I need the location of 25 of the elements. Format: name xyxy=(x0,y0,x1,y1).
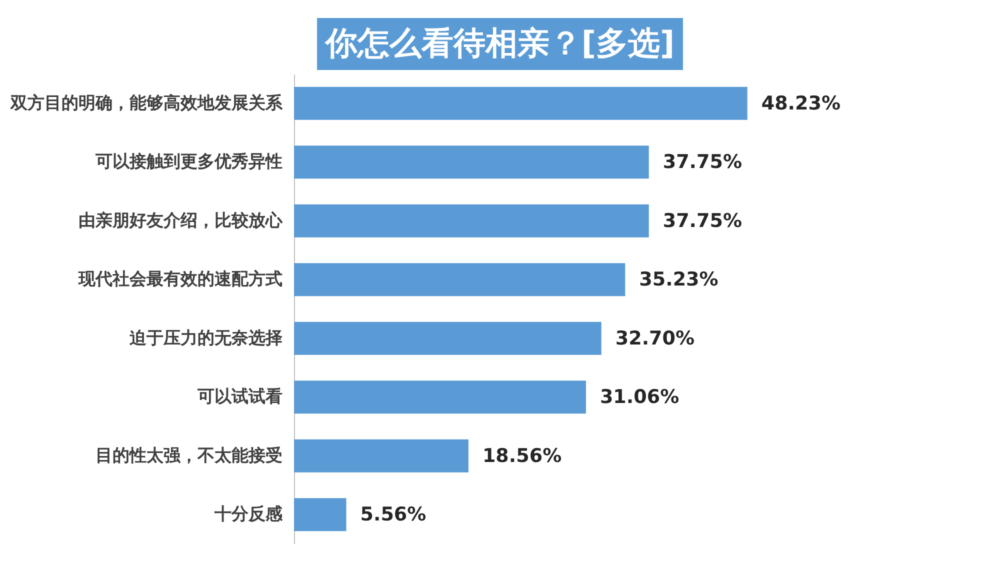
bar xyxy=(294,263,626,296)
data-label: 48.23% xyxy=(761,92,841,114)
y-tick-label: 迫于压力的无奈选择 xyxy=(128,328,282,348)
chart-title: 你怎么看待相亲？[多选] xyxy=(317,18,683,70)
y-tick-label: 可以试试看 xyxy=(196,387,282,408)
data-label: 18.56% xyxy=(482,444,562,467)
y-tick-label: 现代社会最有效的速配方式 xyxy=(78,270,282,290)
y-tick-label: 由亲朋好友介绍，比较放心 xyxy=(78,210,284,231)
data-label: 32.70% xyxy=(615,327,695,350)
y-tick-label: 双方目的明确，能够高效地发展关系 xyxy=(10,93,284,114)
data-label: 37.75% xyxy=(662,210,742,232)
y-tick-label: 目的性太强，不太能接受 xyxy=(96,446,282,466)
bar xyxy=(294,498,346,532)
bar xyxy=(294,86,748,120)
bar xyxy=(294,146,649,179)
bar xyxy=(294,204,649,238)
bar xyxy=(294,439,468,472)
y-tick-label: 十分反感 xyxy=(214,504,284,525)
y-tick-label: 可以接触到更多优秀异性 xyxy=(94,152,282,172)
data-label: 35.23% xyxy=(639,268,718,291)
bar xyxy=(294,380,586,414)
data-label: 31.06% xyxy=(600,386,680,408)
data-label: 5.56% xyxy=(360,504,426,526)
data-label: 37.75% xyxy=(662,151,742,174)
bar xyxy=(294,322,602,355)
